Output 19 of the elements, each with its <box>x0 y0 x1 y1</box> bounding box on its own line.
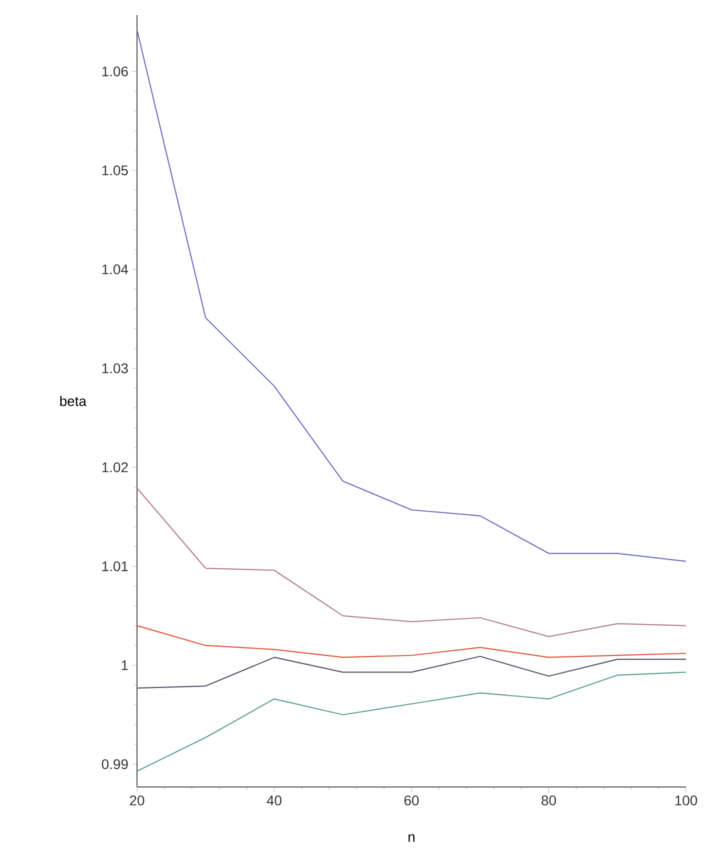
y-tick-label: 1.05 <box>102 165 128 176</box>
x-tick-label: 40 <box>266 796 282 806</box>
line-series <box>136 656 687 689</box>
x-tick-label: 20 <box>130 796 144 806</box>
y-tick-label: 1.02 <box>102 462 128 472</box>
x-tick-label: 60 <box>404 796 419 806</box>
x-tick-label: 80 <box>542 796 556 806</box>
y-tick-label: 1.03 <box>102 363 128 374</box>
y-tick-label: 0.99 <box>102 759 128 770</box>
line-series <box>136 29 687 562</box>
x-tick-label: 100 <box>675 796 698 806</box>
y-tick-label: 1.01 <box>102 561 128 572</box>
y-tick-label: 1.06 <box>102 66 128 76</box>
line-series <box>136 672 687 772</box>
y-tick-label: 1.04 <box>102 264 128 274</box>
y-tick-label: 1 <box>122 660 128 670</box>
line-series <box>136 488 687 638</box>
x-axis-title: n <box>408 834 414 842</box>
y-axis-title: beta <box>60 396 86 406</box>
